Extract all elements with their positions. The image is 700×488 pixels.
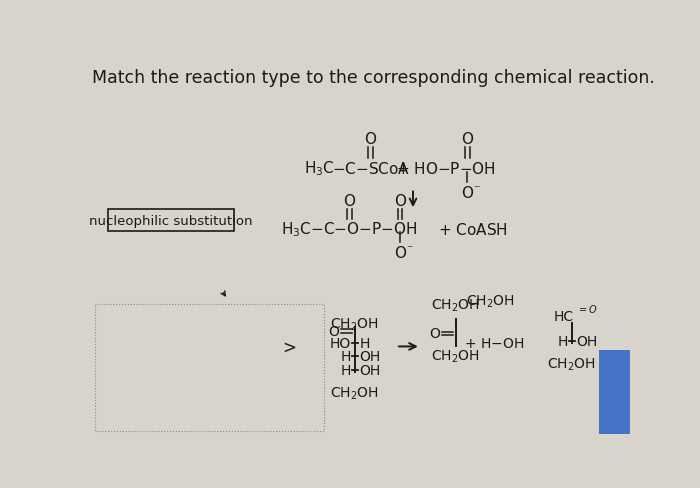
Text: O: O bbox=[429, 326, 440, 341]
Bar bbox=[599, 350, 630, 434]
Text: $-$C$-$SCoA: $-$C$-$SCoA bbox=[332, 161, 410, 177]
Text: O: O bbox=[365, 132, 377, 147]
Text: HC: HC bbox=[554, 310, 574, 324]
Text: $^{=O}$: $^{=O}$ bbox=[575, 304, 597, 318]
Text: H: H bbox=[360, 336, 370, 350]
Text: CH$_2$OH: CH$_2$OH bbox=[330, 385, 379, 402]
Text: H: H bbox=[341, 364, 351, 378]
Text: O: O bbox=[344, 193, 356, 208]
Text: H$_3$C$-$C$-$O$-$P$-$OH: H$_3$C$-$C$-$O$-$P$-$OH bbox=[281, 220, 418, 239]
Text: Match the reaction type to the corresponding chemical reaction.: Match the reaction type to the correspon… bbox=[92, 69, 655, 87]
Text: H: H bbox=[341, 350, 351, 364]
Text: O: O bbox=[461, 132, 473, 147]
Text: CH$_2$OH: CH$_2$OH bbox=[431, 297, 480, 314]
Text: OH: OH bbox=[577, 334, 598, 348]
Text: CH$_2$OH: CH$_2$OH bbox=[431, 348, 480, 365]
Text: $+$ HO$-$P$-$OH: $+$ HO$-$P$-$OH bbox=[396, 161, 496, 177]
Text: HO: HO bbox=[330, 336, 351, 350]
Bar bbox=[95, 305, 324, 431]
Text: O: O bbox=[461, 185, 473, 200]
Text: CH$_2$OH: CH$_2$OH bbox=[330, 316, 379, 332]
Text: H: H bbox=[558, 334, 568, 348]
Text: CH$_2$OH: CH$_2$OH bbox=[466, 293, 515, 309]
Text: OH: OH bbox=[360, 364, 381, 378]
Text: CH$_2$OH: CH$_2$OH bbox=[547, 356, 596, 372]
Text: ⁻: ⁻ bbox=[406, 243, 413, 256]
Text: ⁻: ⁻ bbox=[473, 183, 480, 196]
Text: O: O bbox=[328, 325, 339, 338]
Text: O: O bbox=[394, 245, 406, 260]
Text: OH: OH bbox=[360, 350, 381, 364]
Text: >: > bbox=[282, 338, 296, 356]
Text: $+$ H$-$OH: $+$ H$-$OH bbox=[464, 336, 524, 350]
FancyBboxPatch shape bbox=[108, 210, 234, 231]
Text: H$_3$C: H$_3$C bbox=[304, 159, 335, 178]
Text: O: O bbox=[394, 193, 406, 208]
Text: nucleophilic substitution: nucleophilic substitution bbox=[90, 214, 253, 227]
Text: $+$ CoASH: $+$ CoASH bbox=[438, 221, 508, 237]
